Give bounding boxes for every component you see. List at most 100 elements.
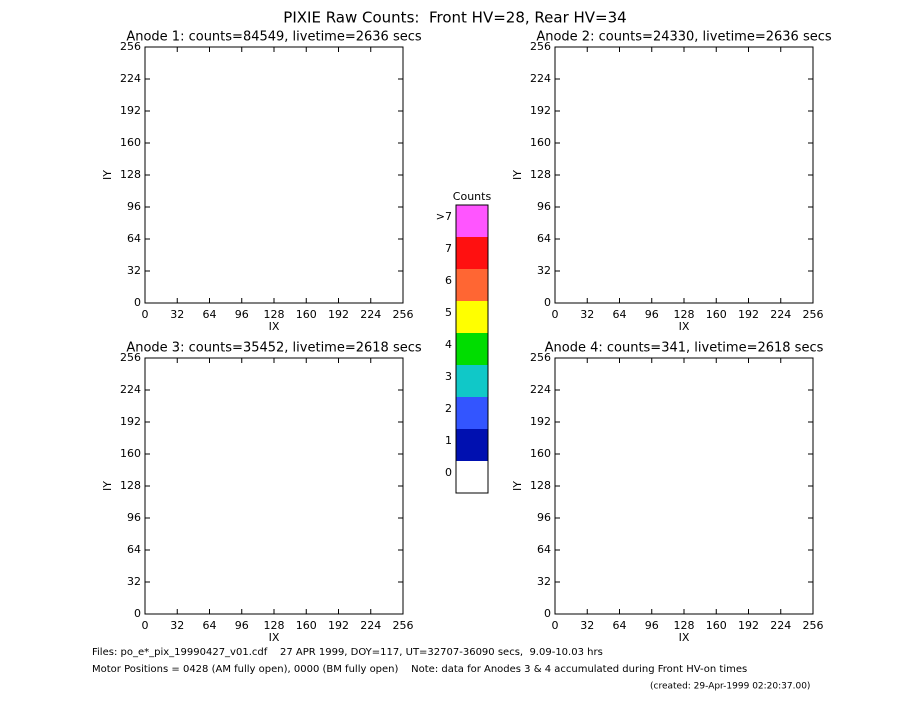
- x-tick-label: 128: [674, 308, 695, 321]
- y-axis-label: IY: [101, 481, 114, 491]
- x-tick-label: 224: [360, 308, 381, 321]
- y-tick-label: 96: [537, 511, 551, 524]
- color-box: [456, 301, 488, 333]
- colorbar-label: 0: [445, 466, 452, 479]
- x-tick-label: 96: [235, 308, 249, 321]
- y-tick-label: 32: [537, 264, 551, 277]
- x-tick-label: 160: [706, 308, 727, 321]
- panel-title: Anode 3: counts=35452, livetime=2618 sec…: [126, 341, 422, 356]
- x-tick-label: 32: [580, 308, 594, 321]
- y-tick-label: 32: [127, 264, 141, 277]
- colorbar-label: >7: [436, 210, 452, 223]
- y-tick-label: 160: [120, 447, 141, 460]
- y-tick-label: 224: [530, 383, 551, 396]
- y-tick-label: 32: [537, 575, 551, 588]
- colorbar-label: 7: [445, 242, 452, 255]
- x-tick-label: 0: [552, 619, 559, 632]
- y-tick-label: 0: [544, 607, 551, 620]
- color-box: [456, 269, 488, 301]
- y-tick-label: 160: [530, 447, 551, 460]
- y-axis-label: IY: [511, 170, 524, 180]
- x-tick-label: 256: [803, 308, 824, 321]
- y-tick-label: 128: [530, 479, 551, 492]
- colorbar-title: Counts: [453, 190, 492, 203]
- x-tick-label: 224: [770, 619, 791, 632]
- x-axis-label: IX: [269, 631, 280, 644]
- footer-line: Motor Positions = 0428 (AM fully open), …: [92, 664, 747, 675]
- y-tick-label: 64: [127, 232, 141, 245]
- panel-title: Anode 4: counts=341, livetime=2618 secs: [545, 341, 824, 356]
- y-tick-label: 192: [530, 104, 551, 117]
- colorbar-label: 2: [445, 402, 452, 415]
- y-tick-label: 224: [120, 72, 141, 85]
- x-tick-label: 0: [552, 308, 559, 321]
- footer-line: (created: 29-Apr-1999 02:20:37.00): [650, 682, 810, 692]
- colorbar-label: 1: [445, 434, 452, 447]
- x-tick-label: 224: [360, 619, 381, 632]
- colorbar-label: 3: [445, 370, 452, 383]
- y-tick-label: 64: [537, 232, 551, 245]
- y-tick-label: 0: [134, 296, 141, 309]
- x-tick-label: 64: [203, 619, 217, 632]
- x-tick-label: 256: [803, 619, 824, 632]
- y-tick-label: 64: [537, 543, 551, 556]
- y-tick-label: 0: [134, 607, 141, 620]
- color-box: [456, 397, 488, 429]
- x-tick-label: 32: [580, 619, 594, 632]
- y-tick-label: 128: [530, 168, 551, 181]
- y-tick-label: 256: [530, 351, 551, 364]
- y-tick-label: 224: [530, 72, 551, 85]
- x-tick-label: 256: [393, 619, 414, 632]
- y-tick-label: 256: [530, 40, 551, 53]
- x-tick-label: 160: [296, 619, 317, 632]
- y-tick-label: 128: [120, 479, 141, 492]
- footer-line: Files: po_e*_pix_19990427_v01.cdf 27 APR…: [92, 647, 603, 658]
- x-axis-label: IX: [269, 320, 280, 333]
- color-box: [456, 365, 488, 397]
- y-tick-label: 96: [537, 200, 551, 213]
- y-axis-label: IY: [101, 170, 114, 180]
- x-tick-label: 96: [645, 308, 659, 321]
- x-tick-label: 32: [170, 308, 184, 321]
- x-axis-label: IX: [679, 320, 690, 333]
- x-tick-label: 64: [613, 619, 627, 632]
- y-tick-label: 32: [127, 575, 141, 588]
- colorbar-label: 5: [445, 306, 452, 319]
- x-tick-label: 160: [296, 308, 317, 321]
- x-axis-label: IX: [679, 631, 690, 644]
- x-tick-label: 0: [142, 619, 149, 632]
- panel-title: Anode 2: counts=24330, livetime=2636 sec…: [536, 30, 832, 45]
- y-tick-label: 128: [120, 168, 141, 181]
- color-box: [456, 237, 488, 269]
- colorbar-frame: [455, 204, 489, 494]
- x-tick-label: 128: [674, 619, 695, 632]
- y-tick-label: 256: [120, 40, 141, 53]
- x-tick-label: 0: [142, 308, 149, 321]
- x-tick-label: 64: [613, 308, 627, 321]
- page-title: PIXIE Raw Counts: Front HV=28, Rear HV=3…: [283, 9, 626, 27]
- color-box: [456, 205, 488, 237]
- x-tick-label: 64: [203, 308, 217, 321]
- y-tick-label: 160: [530, 136, 551, 149]
- colorbar-label: 4: [445, 338, 452, 351]
- color-box: [456, 429, 488, 461]
- y-tick-label: 256: [120, 351, 141, 364]
- y-tick-label: 160: [120, 136, 141, 149]
- y-tick-label: 192: [530, 415, 551, 428]
- x-tick-label: 128: [264, 308, 285, 321]
- x-tick-label: 32: [170, 619, 184, 632]
- x-tick-label: 160: [706, 619, 727, 632]
- y-tick-label: 224: [120, 383, 141, 396]
- y-tick-label: 0: [544, 296, 551, 309]
- x-tick-label: 96: [235, 619, 249, 632]
- color-box: [456, 333, 488, 365]
- y-tick-label: 64: [127, 543, 141, 556]
- x-tick-label: 192: [328, 619, 349, 632]
- y-tick-label: 96: [127, 511, 141, 524]
- x-tick-label: 256: [393, 308, 414, 321]
- x-tick-label: 96: [645, 619, 659, 632]
- y-axis-label: IY: [511, 481, 524, 491]
- y-tick-label: 192: [120, 415, 141, 428]
- x-tick-label: 192: [738, 619, 759, 632]
